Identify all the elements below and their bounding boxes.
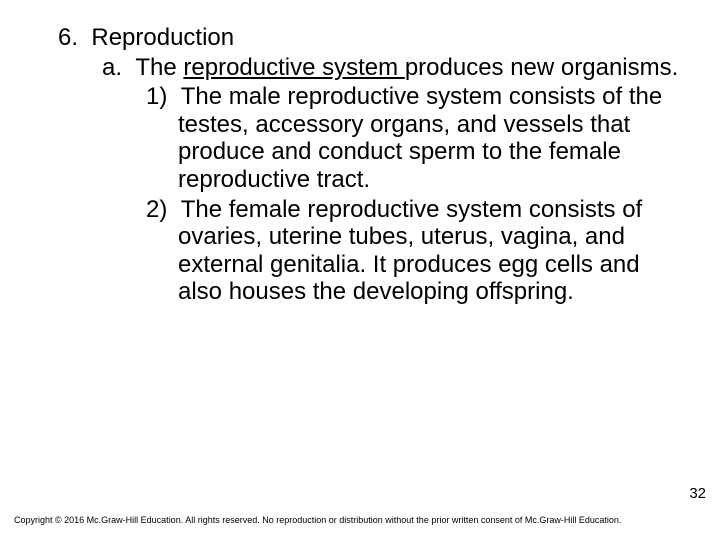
page-number: 32: [689, 485, 706, 502]
copyright-footer: Copyright © 2016 Mc.Graw-Hill Education.…: [14, 516, 706, 526]
l1-marker: 6.: [58, 24, 78, 51]
outline-level-3-item-1: 1) The male reproductive system consists…: [146, 83, 684, 193]
l2-underlined: reproductive system: [183, 54, 404, 81]
l2-marker: a.: [102, 54, 122, 81]
outline-level-1: 6. Reproduction: [58, 24, 684, 52]
outline-level-3-item-2: 2) The female reproductive system consis…: [146, 196, 684, 306]
outline-level-2: a. The reproductive system produces new …: [102, 54, 684, 82]
l2-pre: The: [135, 54, 183, 81]
l3a-text: The male reproductive system consists of…: [178, 83, 662, 193]
l2-post: produces new organisms.: [405, 54, 678, 81]
slide-body: 6. Reproduction a. The reproductive syst…: [0, 0, 720, 540]
l3a-marker: 1): [146, 83, 167, 110]
l3b-marker: 2): [146, 196, 167, 223]
l3b-text: The female reproductive system consists …: [178, 196, 642, 306]
l1-text: Reproduction: [91, 24, 234, 51]
